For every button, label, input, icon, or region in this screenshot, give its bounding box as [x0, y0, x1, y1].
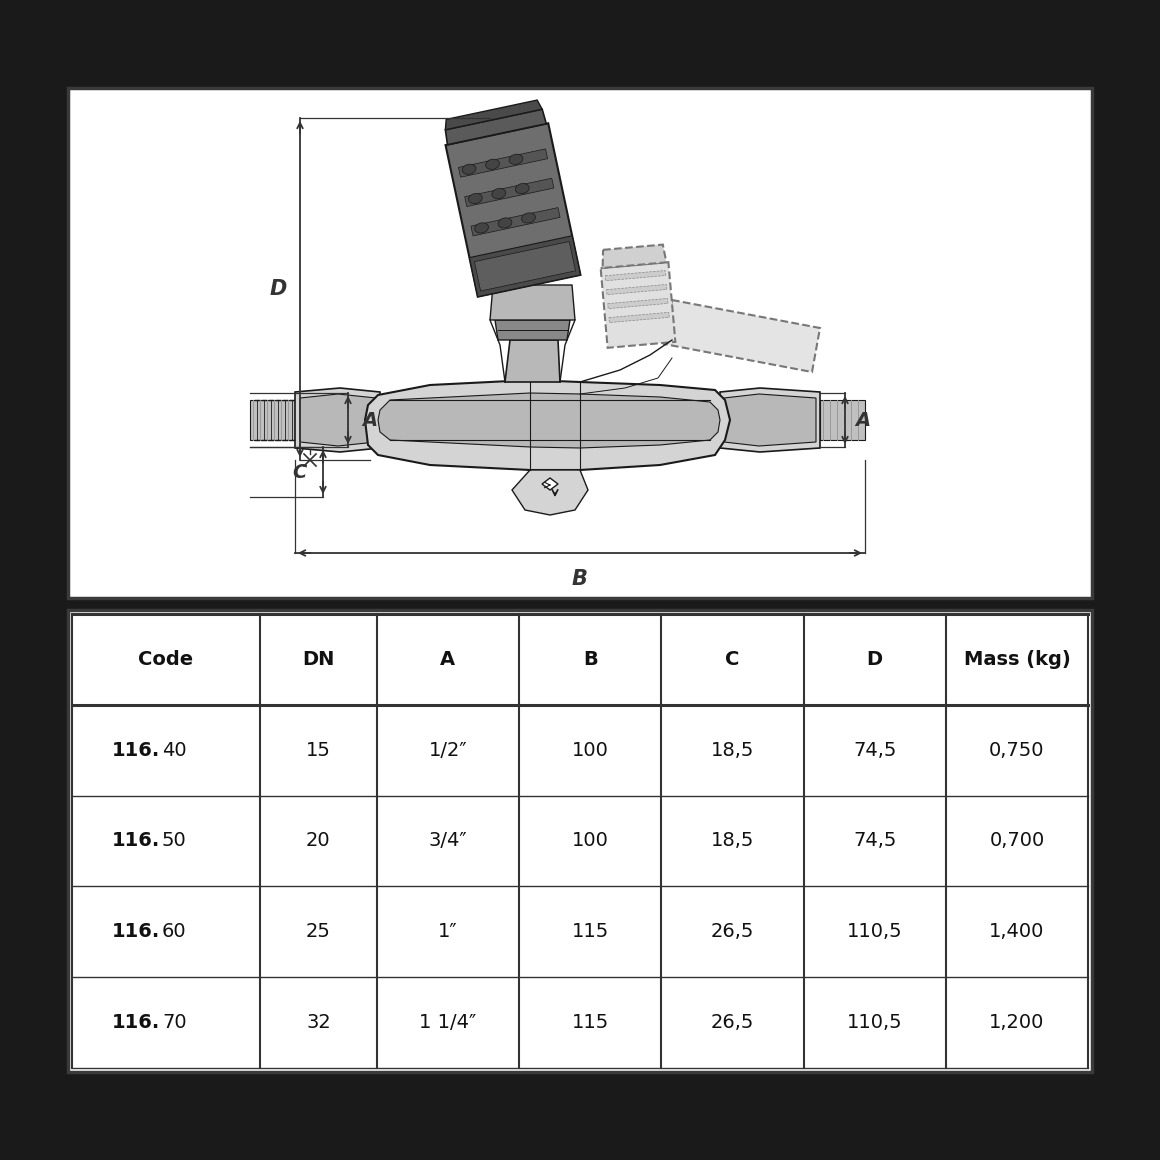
Polygon shape [724, 394, 815, 445]
Polygon shape [608, 298, 668, 309]
Text: 110,5: 110,5 [847, 1013, 902, 1032]
Bar [68, 88, 1092, 599]
Polygon shape [365, 380, 730, 470]
Polygon shape [474, 241, 575, 291]
Text: 20: 20 [306, 832, 331, 850]
Text: 25: 25 [306, 922, 331, 941]
Polygon shape [295, 387, 380, 452]
Text: 70: 70 [162, 1013, 187, 1032]
Text: D: D [269, 280, 287, 299]
Polygon shape [542, 478, 558, 490]
Ellipse shape [515, 183, 529, 194]
Text: 1,400: 1,400 [989, 922, 1044, 941]
Text: A: A [855, 411, 870, 429]
Text: 74,5: 74,5 [853, 741, 897, 760]
Ellipse shape [462, 165, 476, 174]
Text: B: B [572, 570, 588, 589]
Polygon shape [607, 284, 667, 295]
Text: B: B [582, 650, 597, 669]
Bar [820, 400, 865, 440]
Polygon shape [495, 320, 570, 340]
Text: C: C [725, 650, 740, 669]
Polygon shape [445, 100, 542, 130]
Polygon shape [609, 312, 669, 322]
Text: D: D [867, 650, 883, 669]
Polygon shape [470, 235, 580, 297]
Ellipse shape [498, 218, 512, 229]
Text: 40: 40 [162, 741, 187, 760]
Text: C: C [292, 463, 307, 481]
Bar [251, 400, 295, 440]
Text: 1 1/4″: 1 1/4″ [419, 1013, 477, 1032]
Ellipse shape [492, 188, 506, 198]
Polygon shape [300, 394, 376, 445]
Polygon shape [445, 123, 580, 297]
Text: 1″: 1″ [438, 922, 458, 941]
Text: 18,5: 18,5 [711, 832, 754, 850]
Text: 15: 15 [306, 741, 331, 760]
Polygon shape [471, 208, 560, 235]
Polygon shape [664, 300, 820, 372]
Ellipse shape [522, 212, 536, 223]
Text: A: A [362, 411, 377, 429]
Text: 115: 115 [572, 922, 609, 941]
Text: 0,750: 0,750 [989, 741, 1045, 760]
Polygon shape [378, 393, 720, 448]
Polygon shape [465, 179, 553, 206]
Text: 74,5: 74,5 [853, 832, 897, 850]
Polygon shape [445, 109, 546, 145]
Polygon shape [603, 245, 666, 268]
Text: 116.: 116. [111, 922, 160, 941]
Text: Mass (kg): Mass (kg) [964, 650, 1071, 669]
Polygon shape [601, 262, 675, 348]
Text: 1/2″: 1/2″ [428, 741, 467, 760]
Text: 116.: 116. [111, 832, 160, 850]
Ellipse shape [469, 194, 483, 204]
Text: 3/4″: 3/4″ [428, 832, 467, 850]
Text: 0,700: 0,700 [989, 832, 1044, 850]
Text: 26,5: 26,5 [711, 1013, 754, 1032]
Polygon shape [505, 340, 560, 382]
Text: 50: 50 [162, 832, 187, 850]
Ellipse shape [486, 159, 500, 169]
Text: 115: 115 [572, 1013, 609, 1032]
Bar [68, 610, 1092, 1072]
Text: 1,200: 1,200 [989, 1013, 1044, 1032]
Text: 116.: 116. [111, 741, 160, 760]
Text: 100: 100 [572, 741, 609, 760]
Text: 100: 100 [572, 832, 609, 850]
Polygon shape [606, 270, 666, 281]
Text: Code: Code [138, 650, 194, 669]
Polygon shape [720, 387, 820, 452]
Text: 110,5: 110,5 [847, 922, 902, 941]
Text: 26,5: 26,5 [711, 922, 754, 941]
Text: 18,5: 18,5 [711, 741, 754, 760]
Ellipse shape [509, 154, 523, 165]
Polygon shape [512, 470, 588, 515]
Polygon shape [458, 148, 548, 177]
Ellipse shape [474, 223, 488, 233]
Text: 32: 32 [306, 1013, 331, 1032]
Text: 116.: 116. [111, 1013, 160, 1032]
Text: 60: 60 [162, 922, 187, 941]
Text: DN: DN [303, 650, 334, 669]
Text: A: A [441, 650, 456, 669]
Polygon shape [490, 285, 575, 320]
